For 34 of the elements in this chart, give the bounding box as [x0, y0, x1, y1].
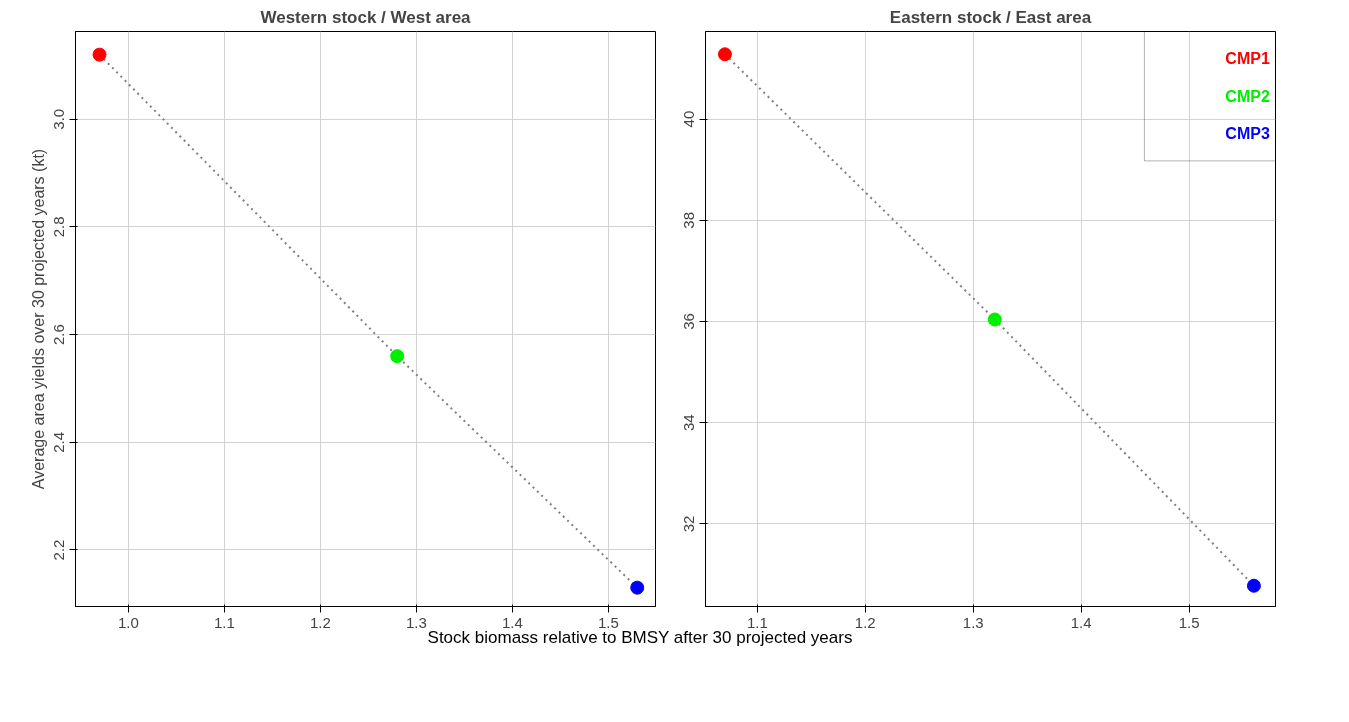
x-tick-label: 1.2 [854, 613, 876, 631]
point [390, 349, 405, 364]
x-tick-label: 1.1 [746, 613, 768, 631]
y-tick-label: 3.0 [50, 108, 68, 130]
y-tick-label: 34 [680, 414, 698, 432]
x-tick-label: 1.1 [213, 613, 235, 631]
x-tick-label: 1.4 [501, 613, 523, 631]
x-axis-title: Stock biomass relative to BMSY after 30 projected years [427, 628, 853, 649]
text: CMP3 [1225, 125, 1270, 143]
chart-title: Western stock / West area [260, 7, 472, 27]
y-tick-label: 2.4 [50, 431, 68, 453]
point [92, 47, 107, 62]
point [1246, 578, 1261, 593]
text: CMP1 [1225, 50, 1270, 68]
y-tick-label: 38 [680, 211, 698, 229]
y-tick-label: 2.8 [50, 216, 68, 238]
y-tick-label: 40 [680, 110, 698, 128]
point [987, 312, 1002, 327]
y-tick-label: 36 [680, 313, 698, 330]
x-tick-label: 1.3 [405, 613, 427, 631]
y-axis-title: Average area yields over 30 projected years (kt) [29, 148, 47, 490]
point [717, 47, 732, 62]
text: CMP2 [1225, 87, 1270, 105]
x-tick-label: 1.0 [117, 613, 139, 631]
y-tick-label: 2.6 [50, 324, 68, 346]
point [630, 580, 645, 595]
x-tick-label: 1.5 [1178, 613, 1200, 631]
x-tick-label: 1.3 [962, 613, 984, 631]
x-tick-label: 1.5 [598, 613, 619, 631]
chart-title: Eastern stock / East area [889, 7, 1092, 27]
y-tick-label: 32 [680, 515, 698, 533]
y-tick-label: 2.2 [50, 539, 68, 561]
x-tick-label: 1.2 [309, 613, 331, 631]
x-tick-label: 1.4 [1070, 613, 1092, 631]
